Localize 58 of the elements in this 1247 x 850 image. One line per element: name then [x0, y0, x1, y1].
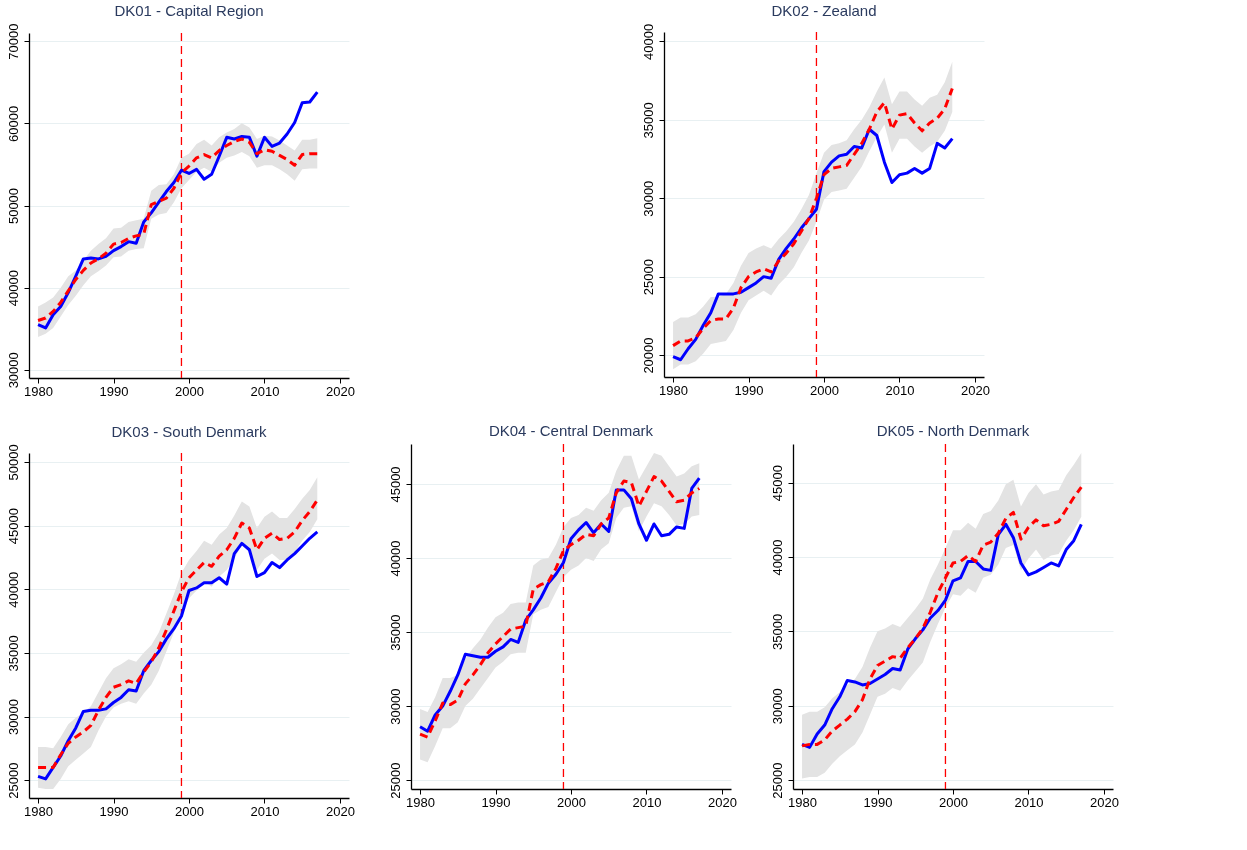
x-tick-label: 1990 [99, 803, 129, 819]
x-tick-label: 2000 [175, 803, 204, 819]
y-tick-label: 35000 [387, 614, 403, 651]
x-tick-label: 1990 [734, 382, 764, 398]
x-tick-label: 1980 [406, 794, 436, 810]
chart-title: DK04 - Central Denmark [488, 422, 654, 440]
y-tick-label: 25000 [5, 762, 21, 799]
y-tick-label: 30000 [5, 352, 21, 389]
y-tick-label: 50000 [5, 187, 21, 225]
y-tick-label: 45000 [5, 507, 21, 545]
y-tick-label: 35000 [640, 102, 656, 139]
y-tick-label: 40000 [387, 540, 403, 577]
y-tick-label: 60000 [5, 105, 21, 142]
y-tick-label: 30000 [5, 698, 21, 736]
x-tick-label: 2000 [557, 794, 586, 810]
x-tick-label: 2000 [175, 383, 204, 399]
x-tick-label: 2010 [632, 794, 662, 810]
x-tick-label: 1990 [863, 794, 893, 810]
y-tick-label: 40000 [5, 571, 21, 608]
x-tick-label: 2020 [960, 382, 990, 398]
y-tick-label: 25000 [640, 259, 656, 296]
line-series [36, 90, 319, 330]
line-series [36, 530, 319, 781]
chart-title: DK02 - Zealand [771, 2, 877, 20]
x-tick-label: 1980 [788, 794, 818, 810]
y-tick-label: 40000 [769, 539, 785, 576]
x-tick-label: 1980 [24, 383, 54, 399]
x-tick-label: 2010 [250, 803, 280, 819]
y-tick-label: 40000 [640, 23, 656, 60]
y-tick-label: 30000 [387, 688, 403, 725]
x-tick-label: 2010 [1014, 794, 1044, 810]
y-tick-label: 30000 [769, 688, 785, 725]
y-tick-label: 50000 [5, 444, 21, 481]
x-tick-label: 2020 [1089, 794, 1119, 810]
x-tick-label: 2000 [810, 382, 839, 398]
chart-title: DK03 - South Denmark [111, 422, 268, 440]
y-tick-label: 70000 [5, 23, 21, 60]
chart-title: DK01 - Capital Region [114, 2, 264, 20]
x-tick-label: 1990 [99, 383, 129, 399]
chart-title: DK05 - North Denmark [876, 422, 1030, 440]
x-tick-label: 2020 [707, 794, 737, 810]
x-tick-label: 2010 [250, 383, 280, 399]
y-tick-label: 30000 [640, 180, 656, 217]
y-tick-label: 45000 [769, 465, 785, 502]
x-tick-label: 2020 [325, 383, 355, 399]
y-tick-label: 35000 [5, 635, 21, 672]
y-tick-label: 40000 [5, 270, 21, 307]
x-tick-label: 1990 [481, 794, 511, 810]
x-tick-label: 2010 [885, 382, 915, 398]
x-tick-label: 1980 [659, 382, 689, 398]
y-tick-label: 20000 [640, 337, 656, 374]
y-tick-label: 35000 [769, 613, 785, 650]
x-tick-label: 2020 [325, 803, 355, 819]
y-tick-label: 25000 [769, 762, 785, 799]
y-tick-label: 25000 [387, 762, 403, 799]
x-tick-label: 1980 [24, 803, 54, 819]
y-tick-label: 45000 [387, 466, 403, 503]
x-tick-label: 2000 [939, 794, 968, 810]
